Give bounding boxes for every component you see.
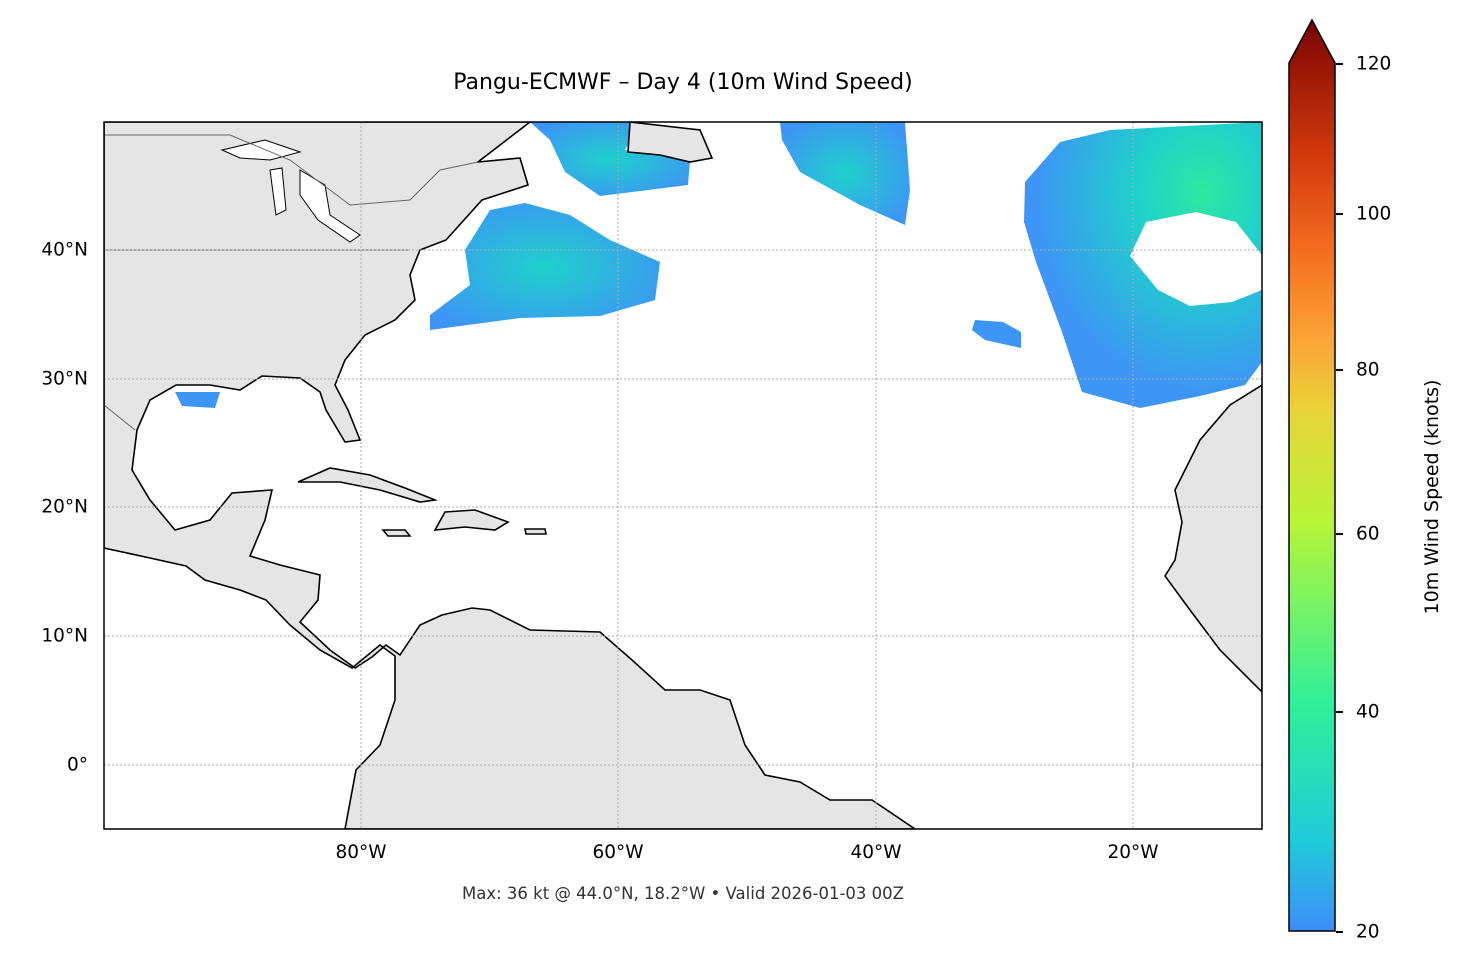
lake-michigan bbox=[269, 167, 287, 216]
chart-title: Pangu-ECMWF – Day 4 (10m Wind Speed) bbox=[453, 70, 913, 95]
colorbar bbox=[1288, 18, 1336, 932]
lake-superior bbox=[220, 139, 302, 161]
wind-area-gulf-st-lawrence bbox=[530, 122, 690, 196]
colorbar-tick bbox=[1336, 711, 1343, 713]
colorbar-label: 10m Wind Speed (knots) bbox=[1421, 379, 1443, 615]
wind-area-north-atlantic bbox=[780, 122, 910, 225]
x-tick-label: 40°W bbox=[850, 842, 902, 863]
land bbox=[104, 122, 1262, 829]
colorbar-tick bbox=[1336, 213, 1343, 215]
x-tick-label: 60°W bbox=[592, 842, 644, 863]
colorbar-tick-label: 100 bbox=[1356, 203, 1392, 225]
colorbar-tick-label: 60 bbox=[1356, 523, 1380, 545]
great-lakes bbox=[220, 139, 361, 243]
colorbar-tick-label: 40 bbox=[1356, 701, 1380, 723]
colorbar-tick bbox=[1336, 369, 1343, 371]
colorbar-tick-label: 120 bbox=[1356, 53, 1392, 75]
x-tick-label: 20°W bbox=[1107, 842, 1159, 863]
max-valid-caption: Max: 36 kt @ 44.0°N, 18.2°W • Valid 2026… bbox=[462, 884, 904, 903]
y-tick-label: 30°N bbox=[41, 368, 88, 390]
lake-huron-erie bbox=[299, 169, 361, 243]
jamaica bbox=[381, 529, 412, 537]
colorbar-tick-label: 80 bbox=[1356, 359, 1380, 381]
colorbar-tick bbox=[1336, 931, 1343, 933]
hispaniola bbox=[433, 509, 510, 531]
colorbar-bar bbox=[1288, 18, 1336, 932]
gridlines bbox=[104, 122, 1262, 829]
wind-area-east-atlantic bbox=[1024, 122, 1262, 408]
x-tick-label: 80°W bbox=[335, 842, 387, 863]
wind-area-gulf-of-mexico bbox=[175, 392, 220, 408]
y-tick-label: 20°N bbox=[41, 496, 88, 518]
africa bbox=[1164, 384, 1262, 694]
newfoundland bbox=[627, 122, 714, 163]
puerto-rico bbox=[524, 528, 547, 535]
americas-landmass bbox=[104, 122, 917, 829]
colorbar-tick-label: 20 bbox=[1356, 921, 1380, 943]
wind-area-us-east-coast bbox=[430, 203, 660, 330]
us-mexico-border bbox=[104, 404, 136, 431]
y-tick-label: 0° bbox=[66, 754, 88, 776]
colorbar-tick bbox=[1336, 533, 1343, 535]
colorbar-tick bbox=[1336, 63, 1343, 65]
map-frame bbox=[103, 121, 1263, 830]
wind-area-small-patch bbox=[972, 320, 1021, 348]
us-canada-border bbox=[104, 134, 479, 206]
y-tick-label: 10°N bbox=[41, 625, 88, 647]
cuba bbox=[297, 467, 439, 503]
y-tick-label: 40°N bbox=[41, 239, 88, 261]
